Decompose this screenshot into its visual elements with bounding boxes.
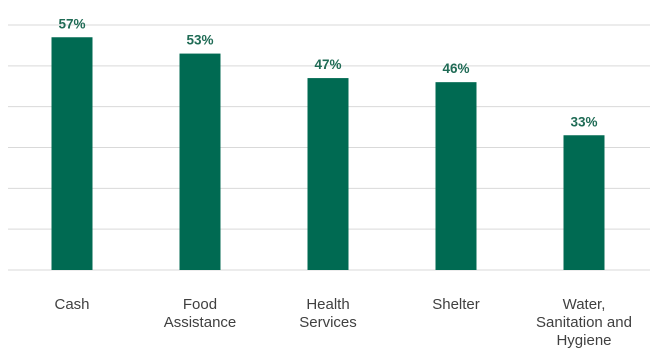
data-label: 53% <box>186 33 213 48</box>
bar <box>435 82 477 271</box>
category-label-line: Health <box>306 296 349 313</box>
category-labels: Cash Food Assistance Health Services Shelter W… <box>54 296 631 349</box>
category-label-line: Food <box>183 296 217 313</box>
bars <box>51 37 605 271</box>
category-label: Food Assistance <box>164 296 237 331</box>
category-label-line: Shelter <box>432 296 480 313</box>
category-label-line: Hygiene <box>556 332 611 349</box>
data-label: 46% <box>442 61 469 76</box>
category-label: Shelter <box>432 296 480 313</box>
bar <box>179 53 221 271</box>
category-label: Water, Sanitation and Hygiene <box>536 296 632 349</box>
category-label: Health Services <box>299 296 357 331</box>
data-label: 47% <box>314 57 341 72</box>
category-label-line: Services <box>299 314 357 331</box>
category-label-line: Assistance <box>164 314 237 331</box>
data-label: 33% <box>570 114 597 129</box>
category-label-line: Sanitation and <box>536 314 632 331</box>
bar <box>563 135 605 270</box>
data-labels: 57% 53% 47% 46% 33% <box>58 16 597 129</box>
bar <box>51 37 93 270</box>
category-label: Cash <box>54 296 89 313</box>
category-label-line: Cash <box>54 296 89 313</box>
bar <box>307 78 349 270</box>
category-label-line: Water, <box>563 296 606 313</box>
data-label: 57% <box>58 16 85 31</box>
